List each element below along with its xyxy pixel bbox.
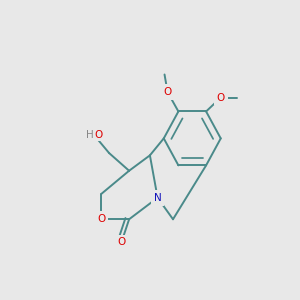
Text: O: O — [164, 87, 172, 97]
Text: O: O — [117, 237, 125, 248]
Text: N: N — [154, 193, 161, 203]
Text: O: O — [217, 93, 225, 103]
Text: O: O — [94, 130, 103, 140]
Text: H: H — [86, 130, 94, 140]
Text: O: O — [97, 214, 106, 224]
